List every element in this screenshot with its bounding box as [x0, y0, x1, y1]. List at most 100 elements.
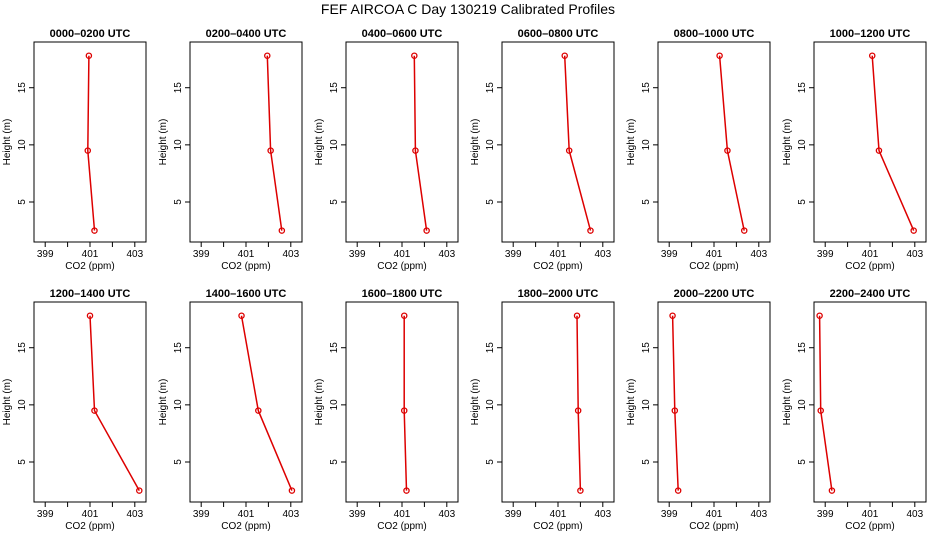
y-tick-label: 5 — [641, 459, 652, 465]
data-point — [671, 407, 679, 414]
panel-title: 0000–0200 UTC — [50, 28, 131, 40]
y-tick-label: 5 — [797, 459, 808, 465]
x-tick-label: 403 — [594, 249, 611, 260]
x-tick-label: 403 — [906, 509, 923, 520]
data-point — [412, 147, 419, 154]
x-axis-label: CO2 (ppm) — [377, 521, 426, 532]
data-point — [587, 227, 594, 234]
data-point — [573, 312, 581, 319]
panel-5: 0800–1000 UTC 399 401 403 5 10 15 CO2 (ppm) Heig… — [626, 28, 771, 272]
x-axis-label: CO2 (ppm) — [533, 261, 582, 272]
y-axis-label: Height (m) — [470, 119, 481, 166]
y-tick-label: 15 — [173, 342, 184, 354]
x-tick-label: 401 — [394, 509, 411, 520]
x-tick-label: 401 — [394, 249, 411, 260]
y-axis-label: Height (m) — [2, 379, 13, 426]
panel-10: 1800–2000 UTC 399 401 403 5 10 15 CO2 (ppm) Heig… — [470, 288, 615, 532]
x-tick-label: 401 — [550, 509, 567, 520]
profile-line — [403, 315, 408, 491]
y-axis-label: Height (m) — [782, 379, 793, 426]
data-point — [674, 487, 682, 494]
y-tick-label: 10 — [641, 399, 652, 411]
data-point — [86, 312, 94, 319]
data-point — [669, 312, 676, 319]
x-tick-label: 403 — [282, 509, 299, 520]
x-tick-label: 399 — [505, 249, 522, 260]
profile-line — [413, 55, 428, 231]
data-point — [255, 407, 262, 414]
panel-grid: 0000–0200 UTC 399 401 403 5 10 15 CO2 (ppm) Heig… — [2, 28, 927, 532]
y-tick-label: 5 — [329, 459, 340, 465]
panel-7: 1200–1400 UTC 399 401 403 5 10 15 CO2 (ppm) Heig… — [2, 288, 147, 532]
y-axis-label: Height (m) — [626, 119, 637, 166]
x-tick-label: 401 — [550, 249, 567, 260]
x-tick-label: 401 — [238, 509, 255, 520]
y-tick-label: 15 — [641, 342, 652, 354]
panel-11: 2000–2200 UTC 399 401 403 5 10 15 CO2 (ppm) Heig… — [626, 288, 771, 532]
panel-title: 0200–0400 UTC — [206, 28, 287, 40]
panel-title: 0400–0600 UTC — [362, 28, 443, 40]
profile-line — [89, 315, 140, 491]
panel-8: 1400–1600 UTC 399 401 403 5 10 15 CO2 (ppm) Heig… — [158, 288, 303, 532]
y-tick-label: 10 — [173, 399, 184, 411]
panel-title: 1000–1200 UTC — [830, 28, 911, 40]
profile-line — [240, 315, 293, 491]
y-axis-label: Height (m) — [626, 379, 637, 426]
y-tick-label: 10 — [485, 399, 496, 411]
y-axis-label: Height (m) — [2, 119, 13, 166]
profile-line — [266, 55, 283, 231]
x-tick-label: 401 — [706, 249, 723, 260]
y-tick-label: 15 — [17, 82, 28, 94]
x-axis-label: CO2 (ppm) — [221, 521, 270, 532]
plot-frame — [189, 301, 303, 503]
y-tick-label: 15 — [485, 342, 496, 354]
y-tick-label: 15 — [797, 82, 808, 94]
plot-frame — [813, 41, 927, 243]
x-tick-label: 401 — [706, 509, 723, 520]
x-tick-label: 403 — [438, 509, 455, 520]
y-tick-label: 10 — [797, 399, 808, 411]
x-tick-label: 399 — [817, 509, 834, 520]
x-tick-label: 403 — [906, 249, 923, 260]
data-point — [828, 487, 836, 494]
panel-title: 1400–1600 UTC — [206, 288, 287, 300]
y-axis-label: Height (m) — [158, 119, 169, 166]
profile-line — [818, 315, 833, 491]
data-point — [403, 487, 410, 494]
data-point — [91, 227, 98, 234]
data-point — [267, 147, 274, 154]
profile-line — [671, 315, 679, 491]
plot-frame — [345, 41, 459, 243]
panel-title: 2200–2400 UTC — [830, 288, 911, 300]
y-tick-label: 5 — [641, 199, 652, 205]
profile-line — [576, 315, 582, 491]
y-tick-label: 15 — [797, 342, 808, 354]
y-tick-label: 10 — [17, 139, 28, 151]
y-axis-label: Height (m) — [470, 379, 481, 426]
panel-3: 0400–0600 UTC 399 401 403 5 10 15 CO2 (ppm) Heig… — [314, 28, 459, 272]
panel-title: 1800–2000 UTC — [518, 288, 599, 300]
x-tick-label: 401 — [862, 509, 879, 520]
y-tick-label: 15 — [641, 82, 652, 94]
y-tick-label: 15 — [329, 82, 340, 94]
panel-title: 1600–1800 UTC — [362, 288, 443, 300]
data-point — [288, 487, 296, 494]
panel-title: 0800–1000 UTC — [674, 28, 755, 40]
panel-title: 2000–2200 UTC — [674, 288, 755, 300]
x-tick-label: 399 — [37, 249, 54, 260]
y-tick-label: 5 — [485, 459, 496, 465]
x-tick-label: 399 — [661, 249, 678, 260]
x-axis-label: CO2 (ppm) — [689, 261, 738, 272]
plot-frame — [33, 41, 147, 243]
data-point — [817, 407, 824, 414]
x-tick-label: 403 — [126, 509, 143, 520]
x-tick-label: 403 — [282, 249, 299, 260]
panel-4: 0600–0800 UTC 399 401 403 5 10 15 CO2 (ppm) Heig… — [470, 28, 615, 272]
data-point — [91, 407, 98, 414]
data-point — [238, 312, 245, 319]
x-axis-label: CO2 (ppm) — [845, 521, 894, 532]
panel-2: 0200–0400 UTC 399 401 403 5 10 15 CO2 (ppm) Heig… — [158, 28, 303, 272]
x-axis-label: CO2 (ppm) — [65, 521, 114, 532]
profile-line — [87, 55, 96, 231]
